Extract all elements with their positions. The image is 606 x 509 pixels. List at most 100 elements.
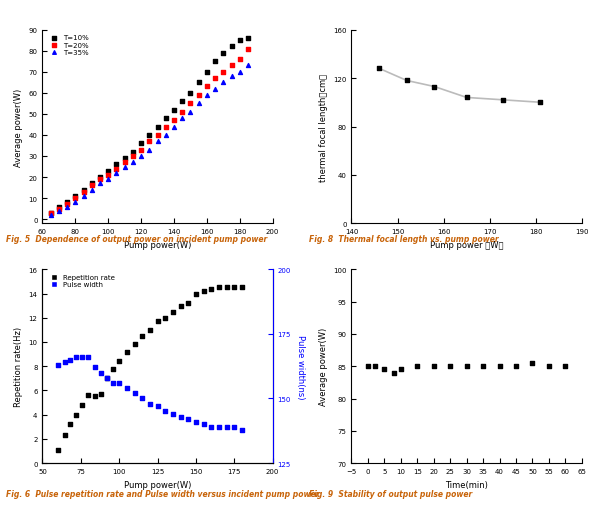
T=10% <box>185 90 195 98</box>
T=20% <box>128 153 138 161</box>
Y-axis label: Repetition rate(Hz): Repetition rate(Hz) <box>14 326 23 407</box>
Point <box>363 362 373 371</box>
Repetition rate <box>65 420 75 429</box>
Pulse width <box>199 420 208 429</box>
Text: Fig. 9  Stability of output pulse power: Fig. 9 Stability of output pulse power <box>309 489 472 498</box>
X-axis label: Time(min): Time(min) <box>445 479 488 489</box>
Point <box>396 365 405 374</box>
Point <box>462 362 471 371</box>
Point <box>561 362 570 371</box>
Point <box>528 359 538 367</box>
T=10% <box>178 98 187 106</box>
Repetition rate <box>176 302 185 310</box>
Repetition rate <box>115 357 124 365</box>
T=20% <box>70 194 80 203</box>
T=35% <box>161 132 171 140</box>
T=10% <box>54 203 64 211</box>
T=35% <box>243 62 253 70</box>
T=35% <box>87 186 96 194</box>
Repetition rate <box>145 326 155 334</box>
Repetition rate <box>108 365 118 373</box>
T=20% <box>169 117 179 125</box>
T=20% <box>136 146 146 154</box>
T=10% <box>227 43 236 51</box>
T=20% <box>87 182 96 190</box>
T=35% <box>54 207 64 215</box>
T=35% <box>185 108 195 117</box>
Point <box>478 362 488 371</box>
T=10% <box>136 140 146 148</box>
T=20% <box>104 172 113 180</box>
T=35% <box>144 146 154 154</box>
T=35% <box>95 180 105 188</box>
Repetition rate <box>102 375 112 383</box>
Point <box>370 362 379 371</box>
T=35% <box>136 153 146 161</box>
T=20% <box>219 69 228 77</box>
T=20% <box>112 165 121 174</box>
Repetition rate <box>214 284 224 292</box>
Repetition rate <box>122 348 132 356</box>
T=20% <box>243 45 253 53</box>
Pulse width <box>84 353 93 361</box>
Text: Fig. 5  Dependence of output power on incident pump power: Fig. 5 Dependence of output power on inc… <box>6 235 267 244</box>
Repetition rate <box>191 290 201 298</box>
T=10% <box>46 209 56 217</box>
Repetition rate <box>72 411 81 419</box>
Pulse width <box>78 353 87 361</box>
Pulse width <box>207 423 216 431</box>
Pulse width <box>145 400 155 408</box>
T=10% <box>104 167 113 176</box>
Repetition rate <box>53 446 62 454</box>
X-axis label: Pump power(W): Pump power(W) <box>124 240 191 249</box>
T=35% <box>194 100 204 108</box>
T=10% <box>169 106 179 115</box>
Point <box>429 362 439 371</box>
T=20% <box>210 75 220 83</box>
Repetition rate <box>237 284 247 292</box>
Repetition rate <box>78 401 87 409</box>
Point <box>445 362 455 371</box>
T=35% <box>235 69 245 77</box>
T=10% <box>120 155 130 163</box>
X-axis label: Pump power （W）: Pump power （W） <box>430 240 504 249</box>
Pulse width <box>108 379 118 387</box>
T=10% <box>62 199 72 207</box>
T=10% <box>210 58 220 66</box>
Point <box>462 94 471 102</box>
Legend: Repetition rate, Pulse width: Repetition rate, Pulse width <box>46 273 116 289</box>
Pulse width <box>72 353 81 361</box>
Pulse width <box>161 408 170 416</box>
T=35% <box>153 138 162 146</box>
Repetition rate <box>138 332 147 341</box>
T=20% <box>235 56 245 64</box>
T=10% <box>128 149 138 157</box>
Point <box>402 77 411 86</box>
Pulse width <box>90 364 99 372</box>
Repetition rate <box>207 285 216 293</box>
Point <box>379 365 389 374</box>
Pulse width <box>53 361 62 369</box>
Point <box>430 83 439 92</box>
Y-axis label: Average power(W): Average power(W) <box>14 88 23 166</box>
Pulse width <box>168 410 178 418</box>
Repetition rate <box>222 284 231 292</box>
Pulse width <box>130 389 139 398</box>
Pulse width <box>214 423 224 431</box>
T=35% <box>202 92 211 100</box>
Point <box>499 97 508 105</box>
T=35% <box>210 86 220 94</box>
T=10% <box>219 49 228 58</box>
Pulse width <box>122 384 132 392</box>
T=35% <box>70 199 80 207</box>
T=20% <box>227 62 236 70</box>
Repetition rate <box>130 341 139 349</box>
T=20% <box>185 100 195 108</box>
Point <box>544 362 554 371</box>
T=10% <box>202 69 211 77</box>
Pulse width <box>115 379 124 387</box>
Pulse width <box>96 369 105 377</box>
Repetition rate <box>153 318 162 326</box>
T=35% <box>62 203 72 211</box>
X-axis label: Pump power(W): Pump power(W) <box>124 479 191 489</box>
